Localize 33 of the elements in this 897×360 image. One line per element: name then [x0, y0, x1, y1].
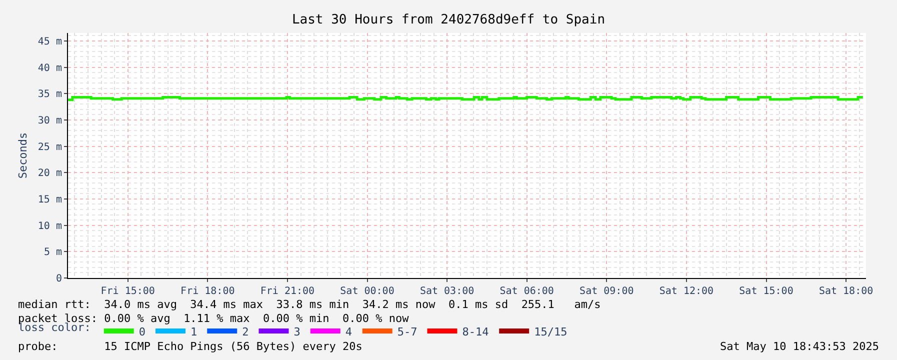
legend-label: 5-7	[397, 325, 418, 338]
y-tick-label: 5 m	[44, 247, 62, 258]
y-tick-label: 25 m	[38, 142, 62, 153]
x-tick-label: Fri 15:00	[100, 286, 155, 297]
x-tick-label: Sat 15:00	[739, 286, 794, 297]
legend-label: 4	[345, 325, 352, 338]
x-tick-label: Sat 09:00	[580, 286, 634, 297]
x-tick-label: Sat 18:00	[818, 286, 874, 297]
legend-label: 1	[190, 325, 198, 338]
y-tick-label: 0	[56, 274, 62, 284]
x-tick-label: Fri 21:00	[260, 286, 315, 297]
x-tick-label: Sat 03:00	[420, 286, 474, 297]
legend-label: 15/15	[534, 325, 568, 338]
x-tick-label: Sat 12:00	[659, 286, 714, 297]
y-tick-label: 10 m	[38, 220, 62, 232]
x-tick-label: Sat 00:00	[340, 286, 394, 297]
legend-label: 8-14	[462, 325, 490, 338]
text: Sat May 10 18:43:53 2025	[720, 340, 879, 353]
legend-label: 3	[294, 325, 300, 338]
y-tick-label: 15 m	[38, 194, 62, 206]
y-tick-label: 40 m	[38, 62, 62, 74]
x-tick-label: Fri 18:00	[180, 286, 235, 297]
text: probe: 15 ICMP Echo Pings (56 Bytes) every 20s	[18, 340, 362, 353]
y-axis-title: Seconds	[16, 132, 30, 179]
chart-title: Last 30 Hours from 2402768d9eff to Spain	[292, 12, 606, 28]
legend-label: 0	[138, 325, 146, 338]
y-tick-label: 35 m	[38, 89, 62, 100]
y-tick-label: 20 m	[38, 168, 62, 180]
legend-label: 2	[242, 325, 249, 338]
text: median rtt: 34.0 ms avg 34.4 ms max 33.8 ms min 34.2 ms now 0.1 ms sd 255.1 am/s	[18, 298, 601, 311]
y-tick-label: 30 m	[38, 115, 62, 126]
x-tick-label: Sat 06:00	[500, 286, 554, 297]
y-tick-label: 45 m	[38, 36, 62, 48]
